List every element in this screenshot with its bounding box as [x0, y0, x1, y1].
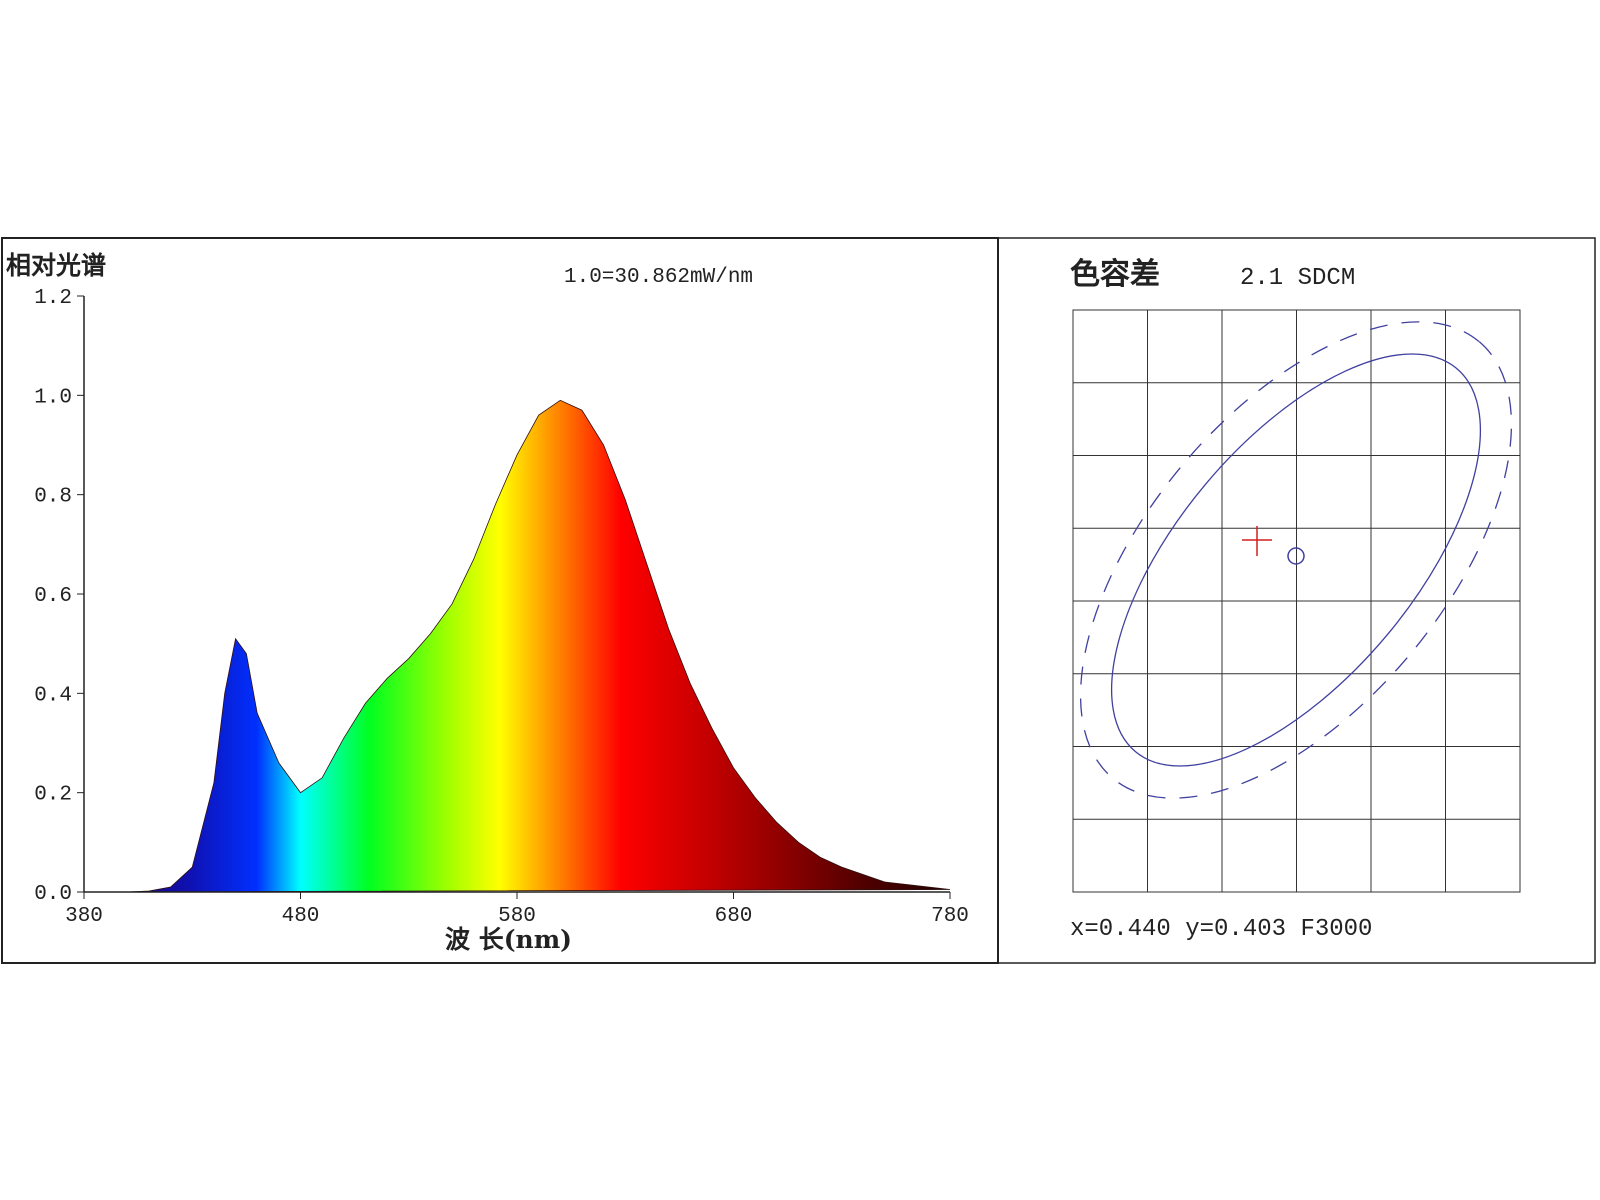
sdcm-grid [1072, 309, 1521, 893]
measured-point [1242, 526, 1272, 556]
y-tick-label: 0.2 [34, 784, 72, 807]
footer: x=0.440 y=0.403 F3000 [1070, 916, 1372, 943]
x-tick-label: 780 [931, 905, 969, 928]
subtitle: 2.1 SDCM [1240, 265, 1355, 292]
x-tick-label: 480 [282, 905, 320, 928]
tolerance-ellipse-outer [1079, 321, 1513, 799]
annotation: 1.0=30.862mW/nm [564, 266, 753, 289]
sdcm-chart: 色容差 2.1 SDCM x=0.440 y=0.403 F3000 [1070, 257, 1521, 943]
x-tick-label: 580 [498, 905, 536, 928]
y-tick-label: 1.2 [34, 287, 72, 310]
spectrum-chart: 相对光谱 1.0=30.862mW/nm 波 长(nm) [6, 251, 753, 954]
y-tick-label: 0.4 [34, 684, 72, 707]
y-tick-label: 1.0 [34, 386, 72, 409]
x-axis-label: 波 长(nm) [445, 925, 572, 954]
right-panel [997, 237, 1596, 964]
y-tick-label: 0.6 [34, 585, 72, 608]
y-tick-label: 0.8 [34, 486, 72, 509]
spectrum-area [83, 399, 951, 893]
chart-title: 色容差 [1070, 257, 1160, 292]
target-point [1287, 547, 1305, 565]
tolerance-ellipse [1110, 353, 1482, 767]
chart-title: 相对光谱 [6, 251, 106, 280]
x-tick-label: 380 [65, 905, 103, 928]
y-tick-label: 0.0 [34, 883, 72, 906]
x-tick-label: 680 [715, 905, 753, 928]
